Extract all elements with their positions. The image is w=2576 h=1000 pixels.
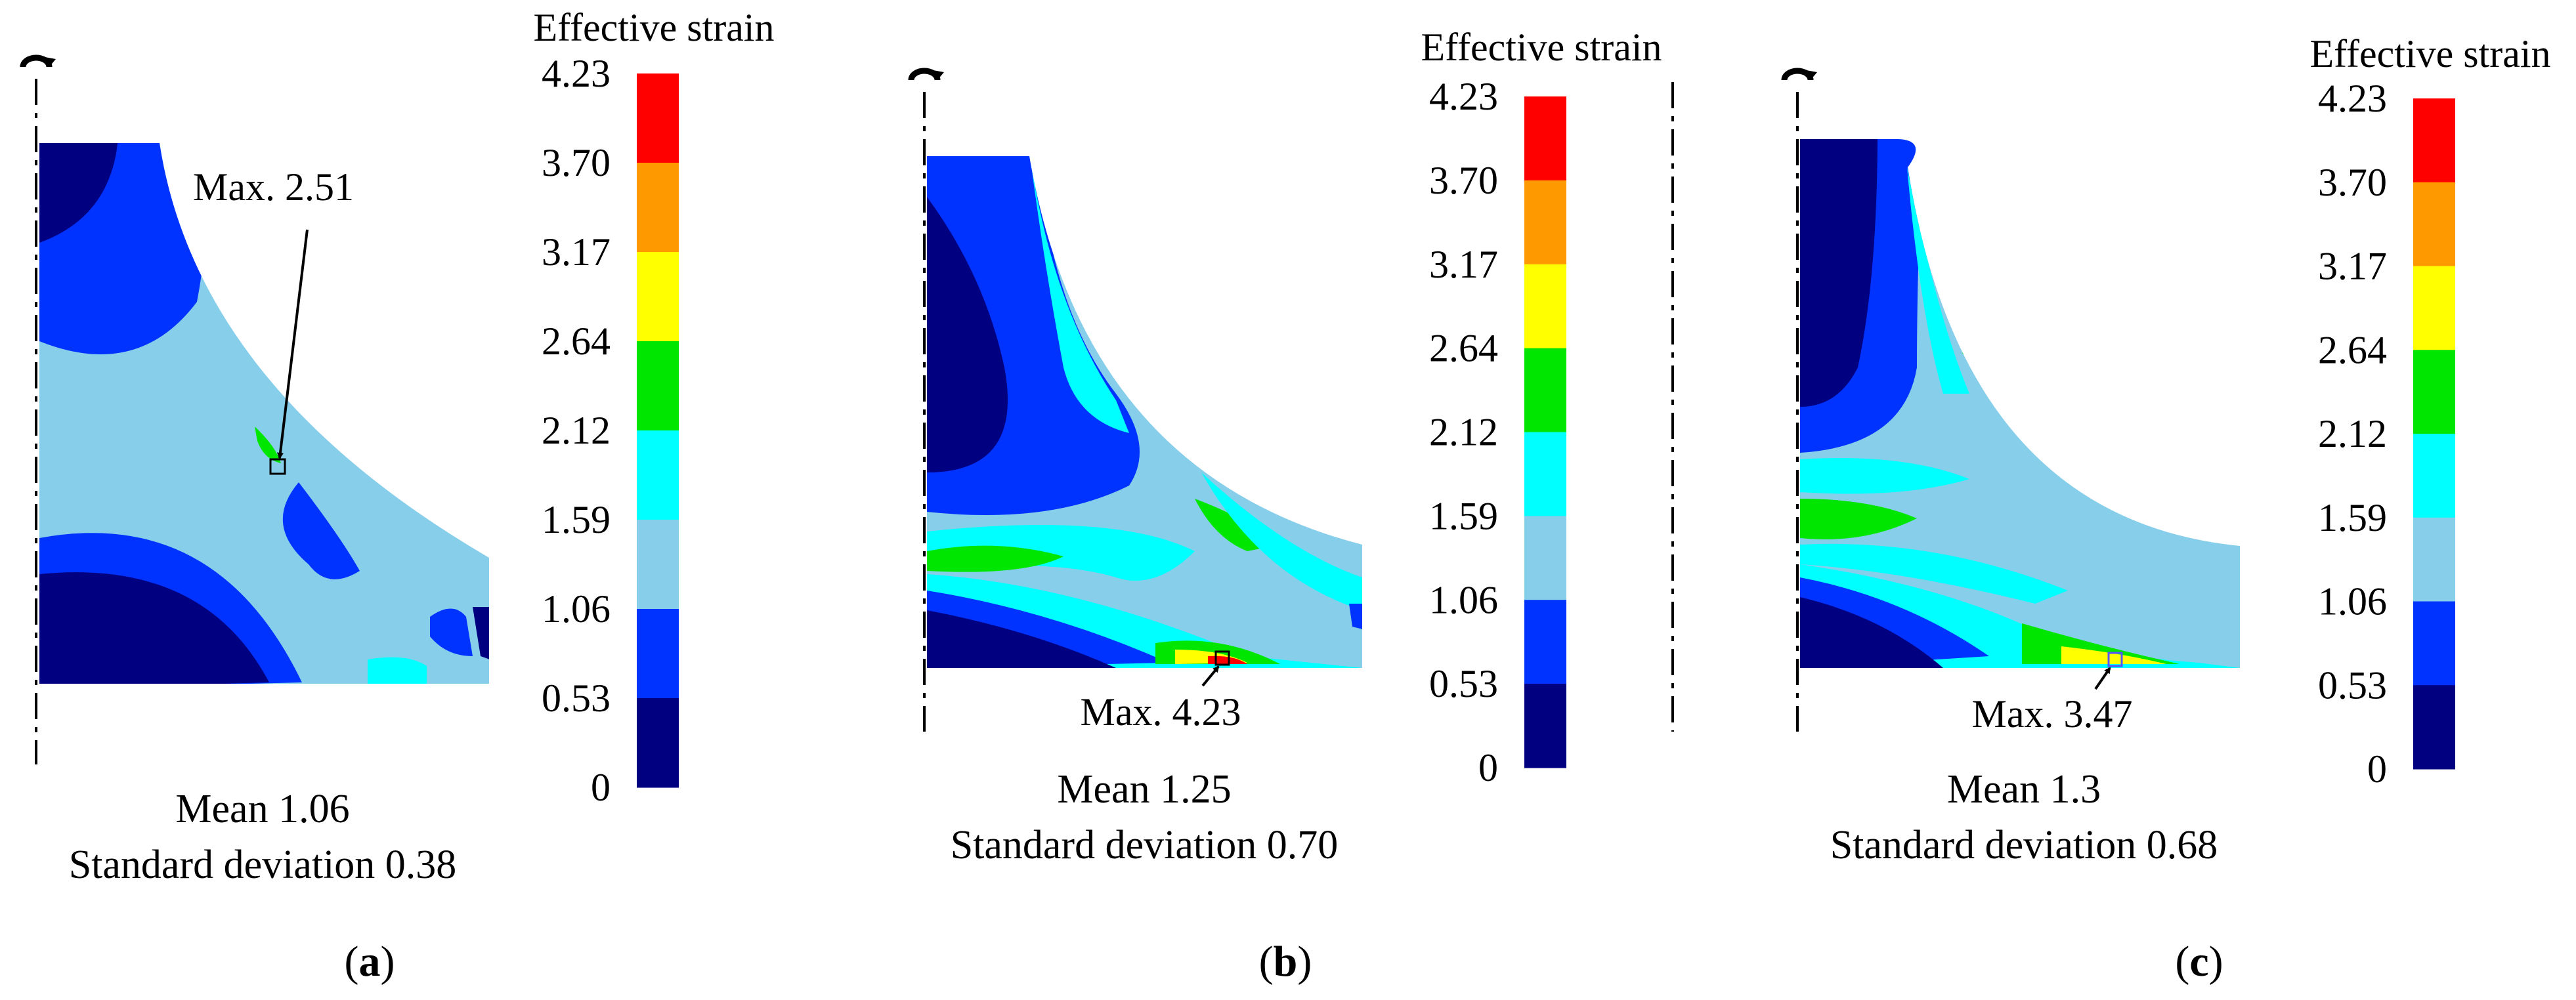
colorbar-tick-label: 4.23 <box>1429 75 1498 118</box>
colorbar-band <box>2413 685 2455 770</box>
colorbar-band <box>1524 348 1566 432</box>
colorbar-band <box>637 430 679 520</box>
mean-label-c: Mean 1.3 <box>1947 767 2101 812</box>
colorbar-tick-label: 3.70 <box>542 141 611 184</box>
colorbar-band <box>637 698 679 788</box>
max-arrow-b <box>1201 665 1220 687</box>
colorbar-tick-label: 0.53 <box>1429 662 1498 705</box>
colorbar-tick-label: 3.70 <box>2318 161 2387 204</box>
colorbar-tick-label: 2.64 <box>1429 327 1498 370</box>
max-arrow-a <box>276 229 309 459</box>
colorbar-tick-label: 3.17 <box>1429 243 1498 286</box>
contour-plot-b <box>927 156 1362 668</box>
colorbar-tick-label: 0.53 <box>542 677 611 720</box>
max-marker-b <box>1214 650 1230 666</box>
caption-a: (a) <box>345 938 395 986</box>
colorbar-band <box>1524 264 1566 349</box>
colorbar-title-c: Effective strain <box>2309 32 2550 75</box>
panel-c: Max. 3.47 Mean 1.3 Standard deviation 0.… <box>1781 68 2240 867</box>
svg-text:(c): (c) <box>2175 938 2223 986</box>
colorbar-a: Effective strain 4.23 3.70 3.17 2.64 2.12 1.5… <box>533 6 774 809</box>
colorbar-tick-label: 2.64 <box>542 320 611 363</box>
colorbar-band <box>2413 98 2455 183</box>
colorbar-tick-label: 1.59 <box>542 498 611 541</box>
max-arrow-c <box>2094 667 2111 690</box>
colorbar-tick-label: 3.17 <box>542 230 611 274</box>
colorbar-band <box>2413 182 2455 266</box>
colorbar-title-a: Effective strain <box>533 6 774 49</box>
contour-plot-a <box>39 143 489 684</box>
caption-b: (b) <box>1259 938 1312 986</box>
svg-text:(b): (b) <box>1259 938 1312 986</box>
colorbar-tick-label: 0 <box>2367 747 2387 791</box>
sd-label-c: Standard deviation 0.68 <box>1830 823 2218 867</box>
colorbar-band <box>2413 434 2455 518</box>
colorbar-b: Effective strain 4.23 3.70 3.17 2.64 2.12 1.5… <box>1421 26 1662 789</box>
colorbar-band <box>2413 517 2455 602</box>
colorbar-tick-label: 2.64 <box>2318 328 2387 371</box>
colorbar-tick-label: 2.12 <box>542 409 611 452</box>
mean-label-a: Mean 1.06 <box>175 787 349 831</box>
max-label-c: Max. 3.47 <box>1972 692 2133 736</box>
colorbar-band <box>1524 96 1566 181</box>
rotation-arrow-icon <box>1781 68 1817 81</box>
colorbar-tick-label: 3.17 <box>2318 245 2387 288</box>
svg-text:(a): (a) <box>345 938 395 986</box>
rotation-arrow-icon <box>20 54 56 68</box>
colorbar-band <box>637 520 679 610</box>
mean-label-b: Mean 1.25 <box>1057 767 1231 812</box>
colorbar-tick-label: 1.59 <box>1429 494 1498 537</box>
colorbar-band <box>1524 684 1566 768</box>
colorbar-title-b: Effective strain <box>1421 26 1662 69</box>
colorbar-tick-label: 1.06 <box>542 587 611 631</box>
colorbar-tick-label: 2.12 <box>1429 411 1498 454</box>
sd-label-a: Standard deviation 0.38 <box>69 843 457 887</box>
colorbar-band <box>1524 516 1566 600</box>
colorbar-tick-label: 2.12 <box>2318 412 2387 455</box>
colorbar-tick-label: 3.70 <box>1429 159 1498 202</box>
max-label-b: Max. 4.23 <box>1081 690 1241 734</box>
colorbar-c: Effective strain 4.23 3.70 3.17 2.64 2.12 1.5… <box>2309 32 2550 791</box>
colorbar-band <box>1524 600 1566 684</box>
colorbar-tick-label: 1.06 <box>1429 578 1498 621</box>
colorbar-band <box>1524 180 1566 265</box>
colorbar-band <box>2413 266 2455 350</box>
colorbar-band <box>1524 432 1566 516</box>
max-marker-a <box>269 458 286 475</box>
colorbar-band <box>637 341 679 431</box>
rotation-arrow-icon <box>908 68 944 81</box>
colorbar-band <box>637 609 679 699</box>
max-marker-c <box>2107 652 2123 667</box>
colorbar-band <box>2413 350 2455 434</box>
colorbar-tick-label: 1.59 <box>2318 496 2387 539</box>
colorbar-tick-label: 0 <box>591 766 611 809</box>
panel-a: Max. 2.51 Mean 1.06 Standard deviation 0… <box>20 54 489 887</box>
colorbar-tick-label: 4.23 <box>542 52 611 95</box>
colorbar-band <box>637 252 679 342</box>
contour-plot-c <box>1800 139 2240 668</box>
max-label-a: Max. 2.51 <box>193 165 354 209</box>
colorbar-band <box>2413 601 2455 686</box>
colorbar-tick-label: 1.06 <box>2318 580 2387 623</box>
colorbar-tick-label: 4.23 <box>2318 77 2387 120</box>
caption-c: (c) <box>2175 938 2223 986</box>
colorbar-band <box>637 73 679 163</box>
colorbar-tick-label: 0 <box>1478 746 1498 789</box>
colorbar-tick-label: 0.53 <box>2318 663 2387 707</box>
sd-label-b: Standard deviation 0.70 <box>951 823 1339 867</box>
colorbar-band <box>637 163 679 253</box>
